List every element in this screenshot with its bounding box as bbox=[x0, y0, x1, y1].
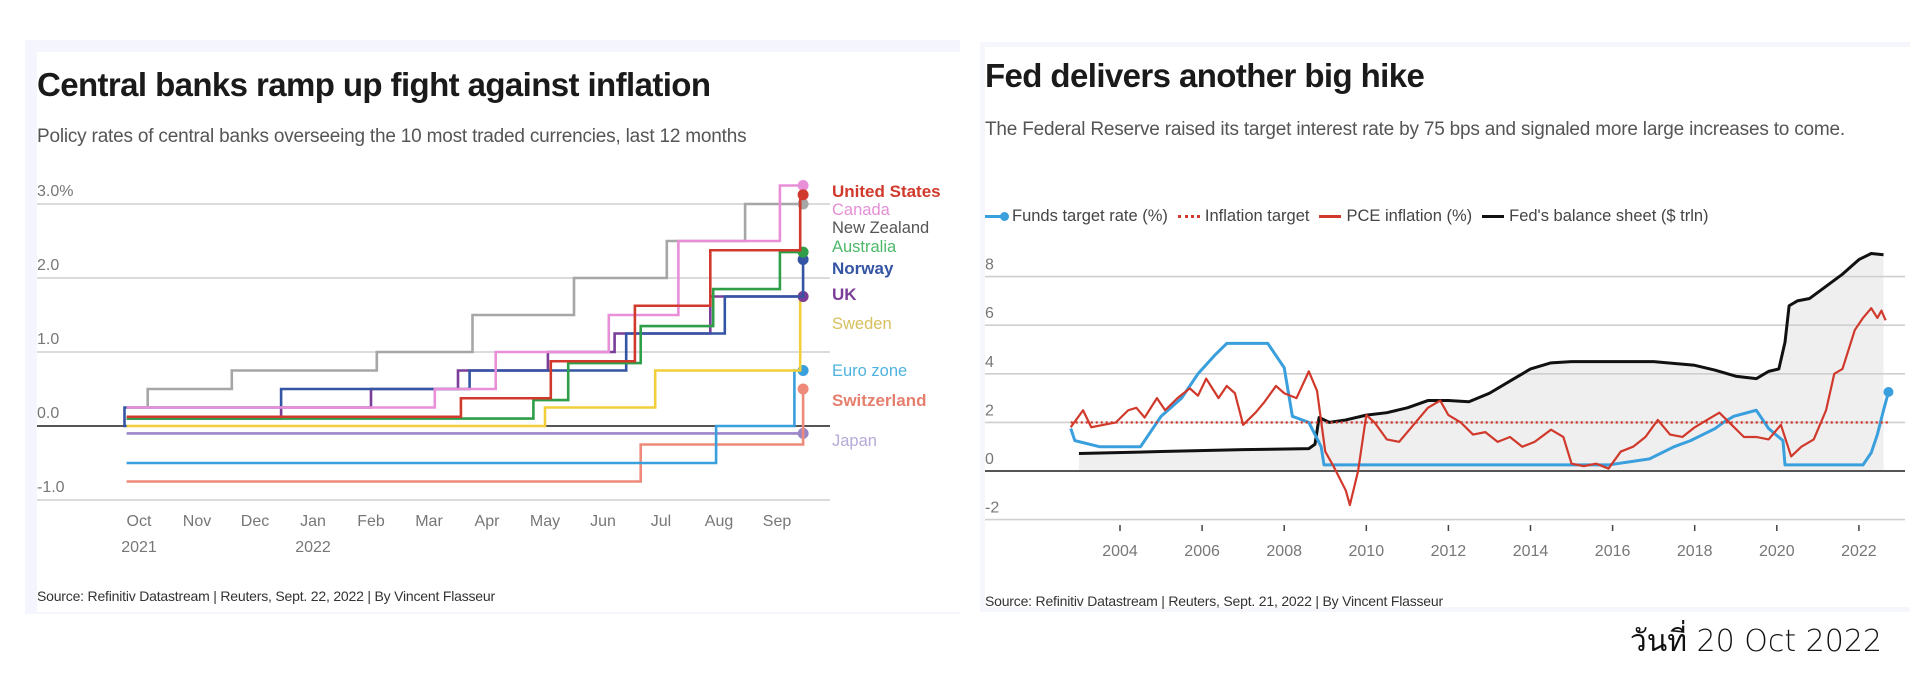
legend-label: PCE inflation (%) bbox=[1346, 207, 1473, 225]
series-end-marker-switzerland bbox=[797, 383, 809, 395]
x-tick-label: 2021 bbox=[121, 539, 157, 556]
x-tick-label: May bbox=[530, 513, 560, 530]
legend-item-inflation-target: Inflation target bbox=[1177, 207, 1310, 226]
legend-swatch-balance-sheet bbox=[1482, 215, 1505, 218]
y-tick-label: 8 bbox=[985, 257, 994, 274]
left-chart-source: Source: Refinitiv Datastream | Reuters, … bbox=[37, 588, 495, 604]
y-tick-label: 4 bbox=[985, 354, 994, 371]
y-tick-label: 0 bbox=[985, 451, 994, 468]
series-label-canada: Canada bbox=[832, 201, 891, 219]
y-tick-label: 0.0 bbox=[37, 405, 59, 422]
legend-label: Funds target rate (%) bbox=[1012, 207, 1168, 225]
series-end-marker-united-states bbox=[797, 189, 809, 201]
balance-sheet-area bbox=[1078, 253, 1884, 471]
series-label-uk: UK bbox=[832, 285, 857, 304]
series-label-united-states: United States bbox=[832, 182, 941, 201]
series-line-australia bbox=[126, 250, 804, 420]
right-chart-panel: Fed delivers another big hike The Federa… bbox=[985, 47, 1910, 609]
x-tick-label: Mar bbox=[415, 513, 443, 530]
x-tick-label: 2022 bbox=[295, 539, 331, 556]
y-tick-label: 1.0 bbox=[37, 331, 59, 348]
series-label-australia: Australia bbox=[832, 238, 897, 256]
x-tick-label: Jan bbox=[300, 513, 326, 530]
series-label-euro-zone: Euro zone bbox=[832, 362, 907, 380]
y-tick-label: -1.0 bbox=[37, 479, 65, 496]
legend-swatch-inflation-target bbox=[1177, 215, 1200, 218]
x-tick-label: 2004 bbox=[1102, 543, 1138, 560]
left-chart-subtitle: Policy rates of central banks overseeing… bbox=[37, 126, 747, 147]
y-tick-label: 2 bbox=[985, 402, 994, 419]
x-tick-label: Jul bbox=[651, 513, 671, 530]
legend-item-pce: PCE inflation (%) bbox=[1319, 207, 1472, 226]
right-chart-title: Fed delivers another big hike bbox=[985, 57, 1425, 94]
left-chart-title: Central banks ramp up fight against infl… bbox=[37, 66, 711, 103]
x-tick-label: 2010 bbox=[1349, 543, 1385, 560]
series-label-sweden: Sweden bbox=[832, 315, 892, 333]
x-tick-label: Jun bbox=[590, 513, 616, 530]
legend-swatch-pce bbox=[1319, 215, 1342, 218]
y-tick-label: 6 bbox=[985, 305, 994, 322]
x-tick-label: 2008 bbox=[1266, 543, 1302, 560]
series-end-marker-funds-target-rate bbox=[1883, 387, 1894, 398]
x-tick-label: Feb bbox=[357, 513, 385, 530]
series-line-sweden bbox=[126, 295, 804, 428]
y-tick-label: 2.0 bbox=[37, 257, 59, 274]
right-chart-plot: 8 6 4 2 0 -2 2004 2006 2008 2010 2012 2014 2016 2018 2… bbox=[985, 252, 1905, 560]
series-line-norway bbox=[123, 259, 805, 428]
left-chart-panel: Central banks ramp up fight against infl… bbox=[37, 52, 960, 612]
right-chart-legend: Funds target rate (%) Inflation target P… bbox=[985, 207, 1709, 226]
right-chart-subtitle: The Federal Reserve raised its target in… bbox=[985, 119, 1845, 140]
series-label-japan: Japan bbox=[832, 432, 877, 450]
right-chart-source: Source: Refinitiv Datastream | Reuters, … bbox=[985, 593, 1443, 609]
x-tick-label: Dec bbox=[241, 513, 269, 530]
x-tick-label: 2020 bbox=[1759, 543, 1795, 560]
series-label-switzerland: Switzerland bbox=[832, 391, 926, 410]
x-tick-label: Sep bbox=[763, 513, 792, 530]
y-tick-label: 3.0% bbox=[37, 183, 73, 200]
series-label-new-zealand: New Zealand bbox=[832, 219, 929, 237]
series-label-norway: Norway bbox=[832, 259, 894, 278]
x-tick-label: 2014 bbox=[1513, 543, 1549, 560]
x-tick-label: Nov bbox=[183, 513, 211, 530]
x-tick-label: 2006 bbox=[1184, 543, 1220, 560]
x-tick-label: Aug bbox=[705, 513, 733, 530]
series-line-united-states bbox=[126, 193, 804, 419]
date-stamp: วันที่ 20 Oct 2022 bbox=[1629, 624, 1882, 659]
x-tick-label: 2012 bbox=[1431, 543, 1467, 560]
left-chart-plot: 3.0% 2.0 1.0 0.0 -1.0 Oct 2021 Nov Dec Jan 2022 Feb… bbox=[37, 180, 941, 556]
series-line-switzerland bbox=[126, 389, 805, 483]
legend-swatch-funds-rate bbox=[985, 212, 1009, 221]
y-tick-label: -2 bbox=[985, 500, 999, 517]
x-tick-label: 2016 bbox=[1595, 543, 1631, 560]
series-line-canada bbox=[126, 184, 804, 409]
series-line-funds-target-rate bbox=[1069, 341, 1890, 467]
x-tick-label: 2022 bbox=[1841, 543, 1877, 560]
legend-label: Inflation target bbox=[1204, 207, 1310, 225]
legend-label: Fed's balance sheet ($ trln) bbox=[1509, 207, 1709, 225]
legend-item-balance-sheet: Fed's balance sheet ($ trln) bbox=[1482, 207, 1709, 226]
x-tick-label: 2018 bbox=[1677, 543, 1713, 560]
x-tick-label: Apr bbox=[475, 513, 501, 530]
legend-item-funds-rate: Funds target rate (%) bbox=[985, 207, 1168, 226]
series-line-pce-inflation bbox=[1069, 307, 1887, 507]
x-tick-label: Oct bbox=[127, 513, 152, 530]
series-end-marker-canada bbox=[797, 180, 809, 191]
